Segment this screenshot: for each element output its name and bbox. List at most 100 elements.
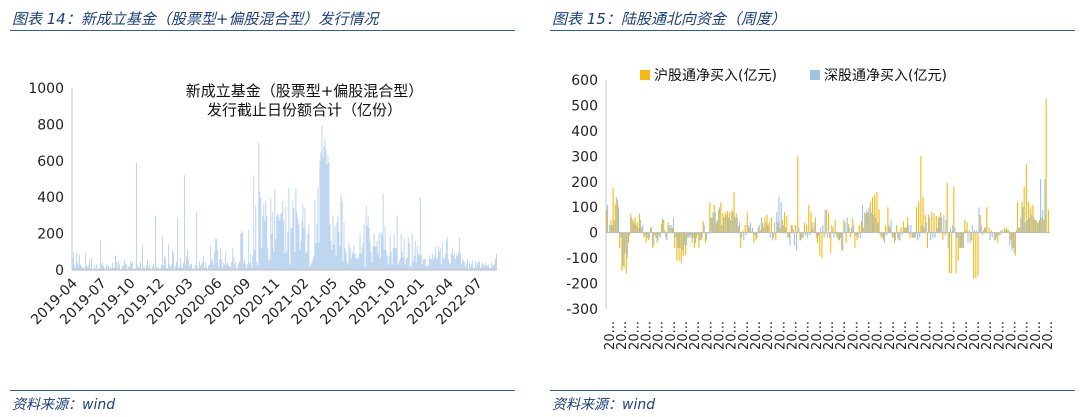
bar: [369, 240, 371, 270]
bar: [1031, 214, 1033, 233]
bar: [385, 249, 387, 270]
bar: [870, 212, 872, 233]
bar: [390, 251, 392, 270]
bar: [885, 225, 887, 233]
bar: [100, 239, 101, 270]
bar: [259, 191, 261, 270]
bar: [857, 232, 859, 238]
bar: [275, 239, 277, 270]
bar: [941, 217, 943, 233]
x-tick-label: 20...: [603, 321, 618, 350]
bar: [704, 232, 707, 243]
bar: [875, 217, 877, 233]
bar: [90, 268, 91, 270]
x-tick-label: 20...: [871, 321, 886, 350]
bar: [1037, 222, 1039, 233]
bar: [148, 267, 149, 270]
bar: [879, 232, 881, 236]
bar: [389, 235, 391, 270]
bar: [459, 253, 461, 270]
bar: [936, 227, 938, 233]
bar: [890, 219, 892, 233]
bar: [938, 217, 940, 233]
y-tick-label: 800: [37, 117, 64, 133]
bar: [319, 160, 321, 270]
bar: [364, 266, 366, 270]
bar: [981, 232, 983, 236]
chart-title: 发行截止日份额合计（亿份）: [207, 101, 402, 119]
bar: [331, 249, 333, 270]
bar: [158, 267, 159, 270]
bar: [893, 232, 896, 243]
footer-rule: [10, 390, 515, 391]
bar: [268, 260, 270, 270]
bar: [710, 217, 712, 233]
bar: [297, 219, 299, 270]
bar: [610, 219, 612, 233]
bar: [317, 188, 319, 270]
bar: [802, 232, 804, 238]
bar: [291, 228, 293, 270]
bar: [403, 239, 405, 270]
bar: [395, 248, 397, 270]
bar: [832, 227, 834, 233]
bar: [304, 208, 306, 270]
bar: [191, 263, 193, 270]
bar: [913, 232, 915, 238]
bar: [166, 268, 167, 270]
y-tick-label: 1000: [28, 81, 64, 97]
bar: [213, 264, 215, 270]
bar: [1041, 217, 1043, 233]
bar: [147, 259, 148, 270]
bar: [294, 251, 296, 270]
bar: [1020, 217, 1022, 233]
bar: [140, 261, 141, 270]
bar: [201, 264, 203, 270]
bar: [171, 264, 172, 270]
x-tick-label: 20...: [1029, 321, 1044, 350]
bar: [493, 264, 495, 270]
bar: [752, 227, 754, 233]
bar: [86, 266, 87, 270]
bar: [226, 264, 228, 270]
bar: [262, 215, 264, 270]
bar: [813, 222, 815, 233]
bar: [473, 268, 475, 270]
bar: [160, 268, 161, 270]
bar: [429, 259, 431, 270]
bar: [701, 232, 703, 238]
bar: [659, 232, 661, 238]
bar: [846, 217, 848, 233]
bar: [864, 212, 866, 233]
bar: [303, 228, 305, 270]
bar: [168, 244, 169, 270]
bar: [405, 259, 407, 270]
bar: [948, 232, 950, 274]
bar: [930, 232, 932, 241]
bar: [222, 267, 224, 270]
bar: [657, 232, 659, 241]
bar: [696, 232, 698, 238]
bar: [831, 225, 833, 233]
bar: [169, 264, 170, 270]
bar: [179, 266, 181, 270]
bar: [1001, 230, 1003, 233]
bar: [642, 225, 644, 233]
bar: [844, 222, 846, 233]
bar: [153, 263, 154, 270]
bar: [1034, 219, 1036, 233]
bar: [919, 232, 921, 238]
bar: [940, 212, 942, 233]
bar: [350, 259, 352, 270]
bar: [809, 232, 811, 236]
bar: [106, 264, 107, 270]
bar: [327, 155, 329, 270]
figure-title: 图表 14：新成立基金（股票型+偏股混合型）发行情况: [12, 10, 379, 28]
bar: [631, 217, 633, 233]
bar: [741, 232, 743, 238]
bar: [621, 232, 623, 271]
bar: [635, 225, 637, 233]
x-tick-label: 20...: [834, 321, 849, 350]
bar: [881, 232, 883, 238]
bar: [921, 225, 923, 233]
